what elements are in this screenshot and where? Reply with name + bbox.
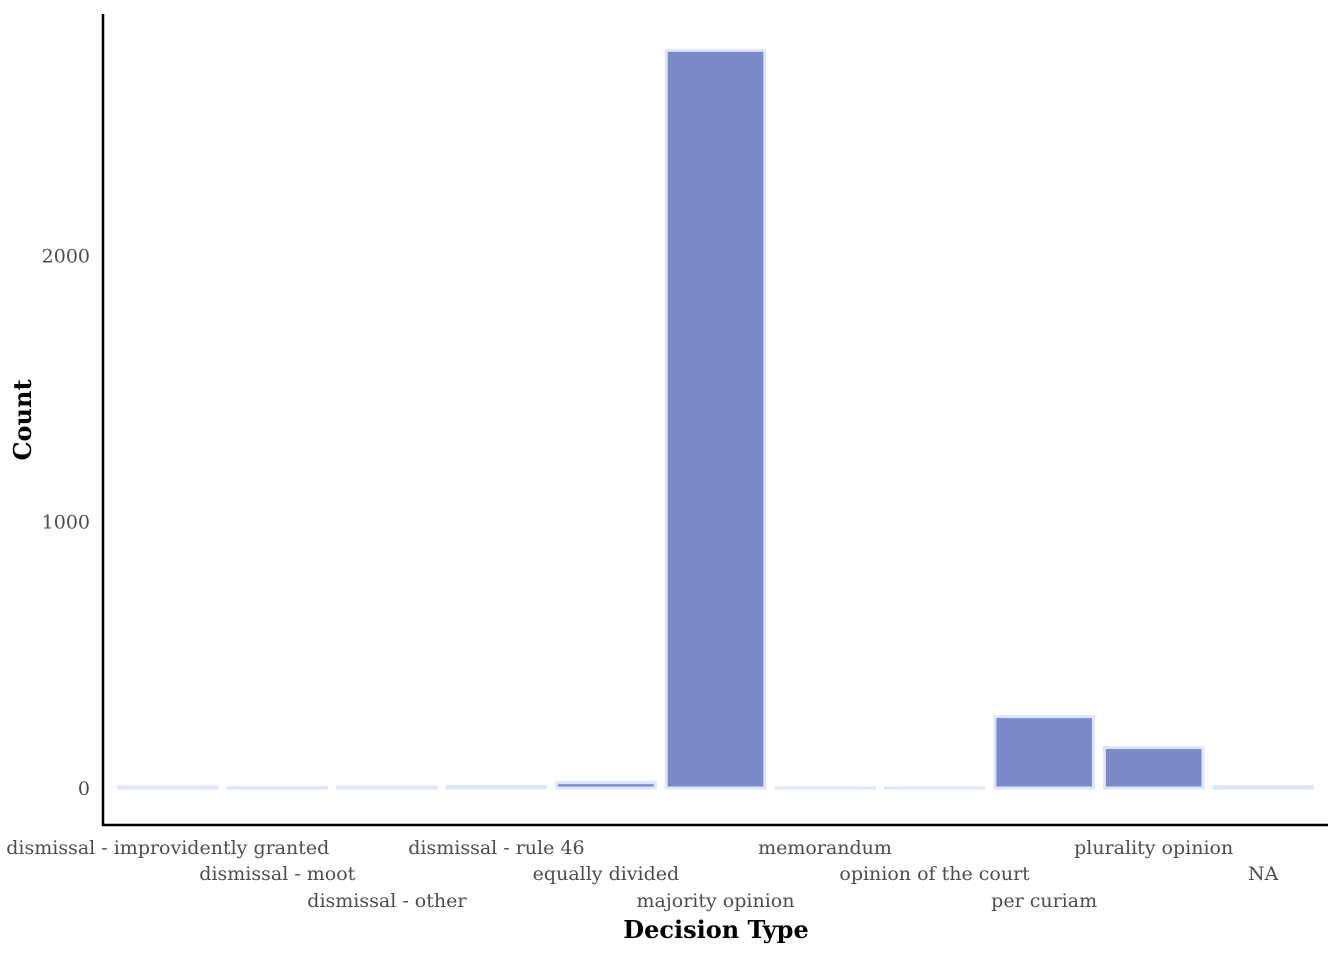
bars-layer (118, 50, 1312, 788)
y-tick-labels: 0 1000 2000 (42, 245, 90, 800)
x-tick-label: dismissal - other (307, 890, 467, 912)
x-tick-label: dismissal - moot (199, 863, 355, 885)
bar-4 (557, 783, 656, 788)
y-tick-label: 2000 (42, 245, 90, 267)
x-tick-label: per curiam (991, 890, 1097, 912)
bar-10 (1214, 787, 1313, 788)
x-tick-labels: dismissal - improvidently granted dismiss… (6, 837, 1278, 912)
x-tick-label: dismissal - rule 46 (408, 837, 584, 859)
x-tick-label: dismissal - improvidently granted (6, 837, 329, 859)
y-axis-title: Count (8, 379, 37, 460)
bar-3 (447, 786, 546, 788)
x-tick-label: equally divided (533, 863, 680, 885)
bar-5 (666, 50, 765, 788)
x-tick-label: majority opinion (637, 890, 795, 912)
bar-2 (338, 787, 437, 788)
bar-8 (995, 717, 1094, 788)
y-tick-label: 0 (78, 778, 90, 800)
y-tick-label: 1000 (42, 512, 90, 534)
x-tick-label: plurality opinion (1074, 837, 1233, 859)
bar-9 (1104, 748, 1203, 788)
x-tick-label: memorandum (758, 837, 892, 859)
bar-1 (228, 787, 327, 788)
x-tick-label: opinion of the court (839, 863, 1030, 885)
x-axis-title: Decision Type (623, 915, 808, 944)
x-tick-label: NA (1248, 863, 1279, 885)
bar-0 (118, 787, 217, 788)
